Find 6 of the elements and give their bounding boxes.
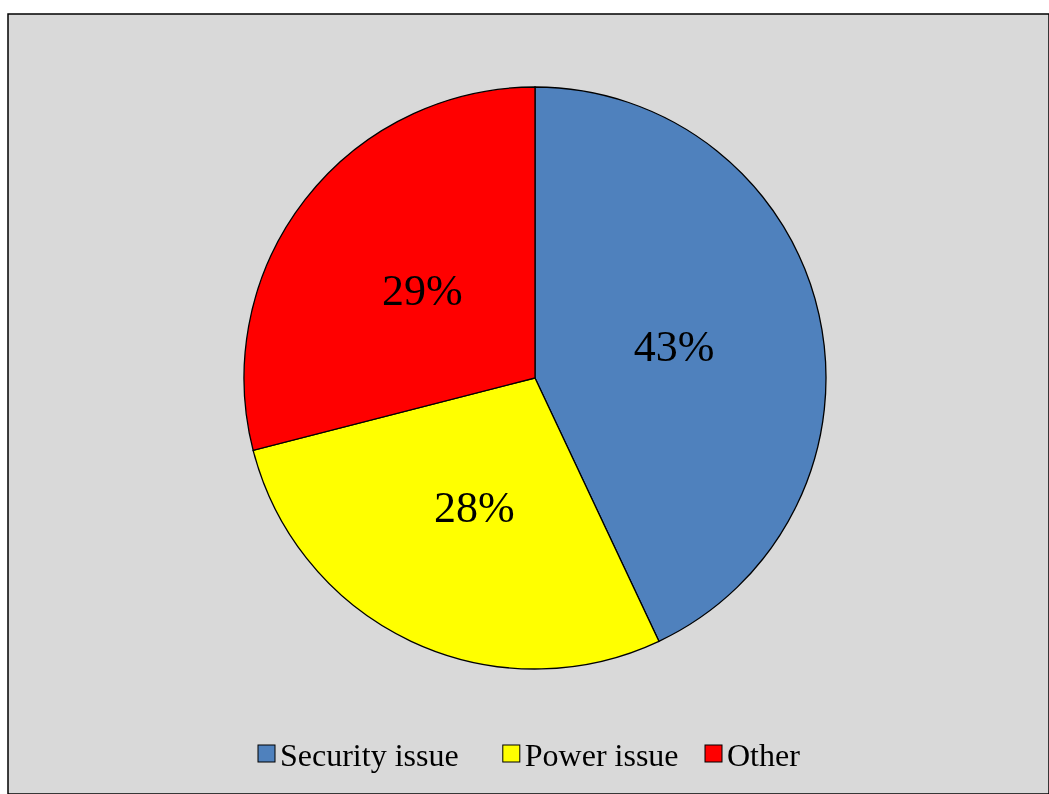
legend-label: Other <box>727 737 801 773</box>
legend-label: Security issue <box>280 737 459 773</box>
legend-label: Power issue <box>524 737 679 773</box>
data-label: 43% <box>633 322 715 372</box>
data-label: 29% <box>382 266 463 316</box>
data-label: 28% <box>433 482 515 532</box>
